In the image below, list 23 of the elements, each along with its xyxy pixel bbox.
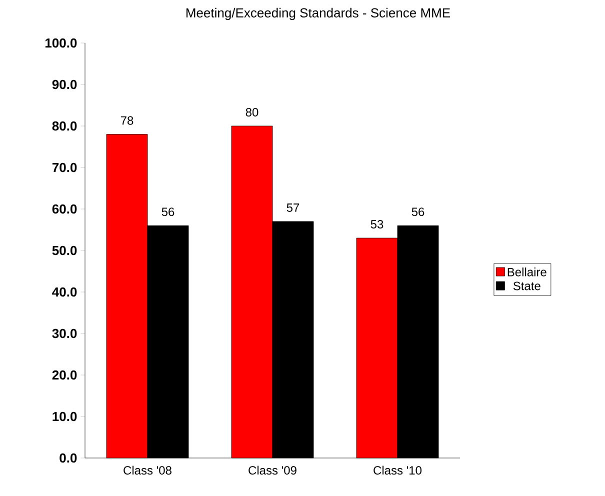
data-label: 53 <box>370 220 384 229</box>
data-label: 78 <box>120 116 134 125</box>
y-tick-label: 50.0 <box>52 246 77 256</box>
data-label: 57 <box>286 204 300 212</box>
y-tick-label: 10.0 <box>52 412 77 422</box>
data-label: 56 <box>162 208 174 216</box>
y-tick-label: 20.0 <box>52 370 77 380</box>
legend-label: State <box>513 282 540 290</box>
x-tick-label: Class '10 <box>374 466 422 475</box>
y-tick-label: 70.0 <box>52 162 77 172</box>
y-tick-label: 0.0 <box>60 453 77 463</box>
legend-label: Bellaire <box>508 268 546 276</box>
x-tick-label: Class '08 <box>124 466 172 475</box>
y-tick-label: 40.0 <box>52 287 77 297</box>
y-tick-label: 30.0 <box>52 328 77 338</box>
chart-title: Meeting/Exceeding Standards - Science MME <box>186 8 450 20</box>
y-tick-label: 80.0 <box>52 121 77 131</box>
data-label: 80 <box>246 108 258 116</box>
x-tick-label: Class '09 <box>248 466 296 475</box>
y-tick-label: 100.0 <box>45 38 77 48</box>
y-tick-label: 60.0 <box>52 204 77 214</box>
y-tick-label: 90.0 <box>52 80 77 90</box>
data-label: 56 <box>412 208 424 216</box>
